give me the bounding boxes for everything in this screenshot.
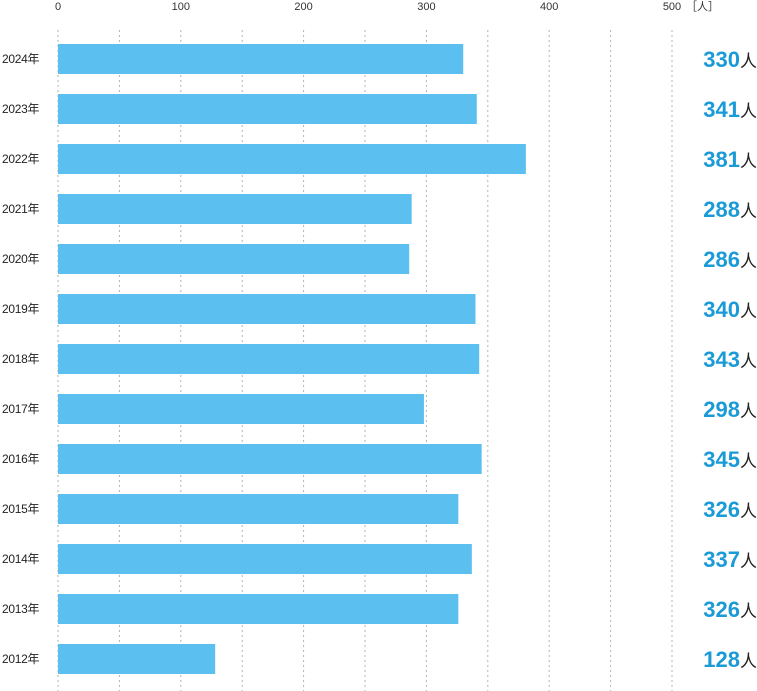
bar-2017年 <box>58 394 424 424</box>
category-label-2021年: 2021年 <box>2 202 39 216</box>
bar-2022年 <box>58 144 526 174</box>
value-label-2021年: 288人 <box>703 197 757 222</box>
value-label-2020年: 286人 <box>703 247 757 272</box>
category-label-2015年: 2015年 <box>2 502 39 516</box>
x-tick-label-300: 300 <box>417 1 435 13</box>
value-label-2019年: 340人 <box>703 297 757 322</box>
bar-2015年 <box>58 494 459 524</box>
bar-2021年 <box>58 194 412 224</box>
bar-2012年 <box>58 644 216 674</box>
category-labels: 2024年 2023年 2022年 2021年 2020年 2019年 2018年 2017年… <box>2 52 40 666</box>
category-label-2014年: 2014年 <box>2 552 39 566</box>
value-label-2012年: 128人 <box>703 647 757 672</box>
value-label-2023年: 341人 <box>703 97 757 122</box>
value-label-2014年: 337人 <box>703 547 757 572</box>
x-tick-label-500: 500 <box>663 1 681 13</box>
category-label-2022年: 2022年 <box>2 152 39 166</box>
x-tick-label-100: 100 <box>172 1 190 13</box>
bar-2020年 <box>58 244 410 274</box>
category-label-2017年: 2017年 <box>2 402 39 416</box>
category-label-2023年: 2023年 <box>2 102 39 116</box>
x-axis-ticks: 0 100 200 300 400 500 <box>55 1 681 13</box>
value-label-2024年: 330人 <box>703 47 757 72</box>
category-label-2020年: 2020年 <box>2 252 39 266</box>
value-label-2015年: 326人 <box>703 497 757 522</box>
category-label-2024年: 2024年 <box>2 52 39 66</box>
bars <box>58 44 526 674</box>
category-label-2018年: 2018年 <box>2 352 39 366</box>
x-tick-label-0: 0 <box>55 1 61 13</box>
value-label-2013年: 326人 <box>703 597 757 622</box>
x-tick-label-400: 400 <box>540 1 558 13</box>
bar-2023年 <box>58 94 477 124</box>
bar-2024年 <box>58 44 464 74</box>
value-labels: 330人 341人 381人 288人 286人 340人 343人 298人 345人 326人… <box>703 47 757 672</box>
bar-2016年 <box>58 444 482 474</box>
bar-2013年 <box>58 594 459 624</box>
category-label-2016年: 2016年 <box>2 452 39 466</box>
x-axis-unit: ［人］ <box>686 0 719 13</box>
bar-2018年 <box>58 344 480 374</box>
value-label-2018年: 343人 <box>703 347 757 372</box>
category-label-2013年: 2013年 <box>2 602 39 616</box>
bar-2014年 <box>58 544 472 574</box>
category-label-2019年: 2019年 <box>2 302 39 316</box>
category-label-2012年: 2012年 <box>2 652 39 666</box>
value-label-2017年: 298人 <box>703 397 757 422</box>
value-label-2016年: 345人 <box>703 447 757 472</box>
value-label-2022年: 381人 <box>703 147 757 172</box>
x-tick-label-200: 200 <box>294 1 312 13</box>
bar-2019年 <box>58 294 476 324</box>
